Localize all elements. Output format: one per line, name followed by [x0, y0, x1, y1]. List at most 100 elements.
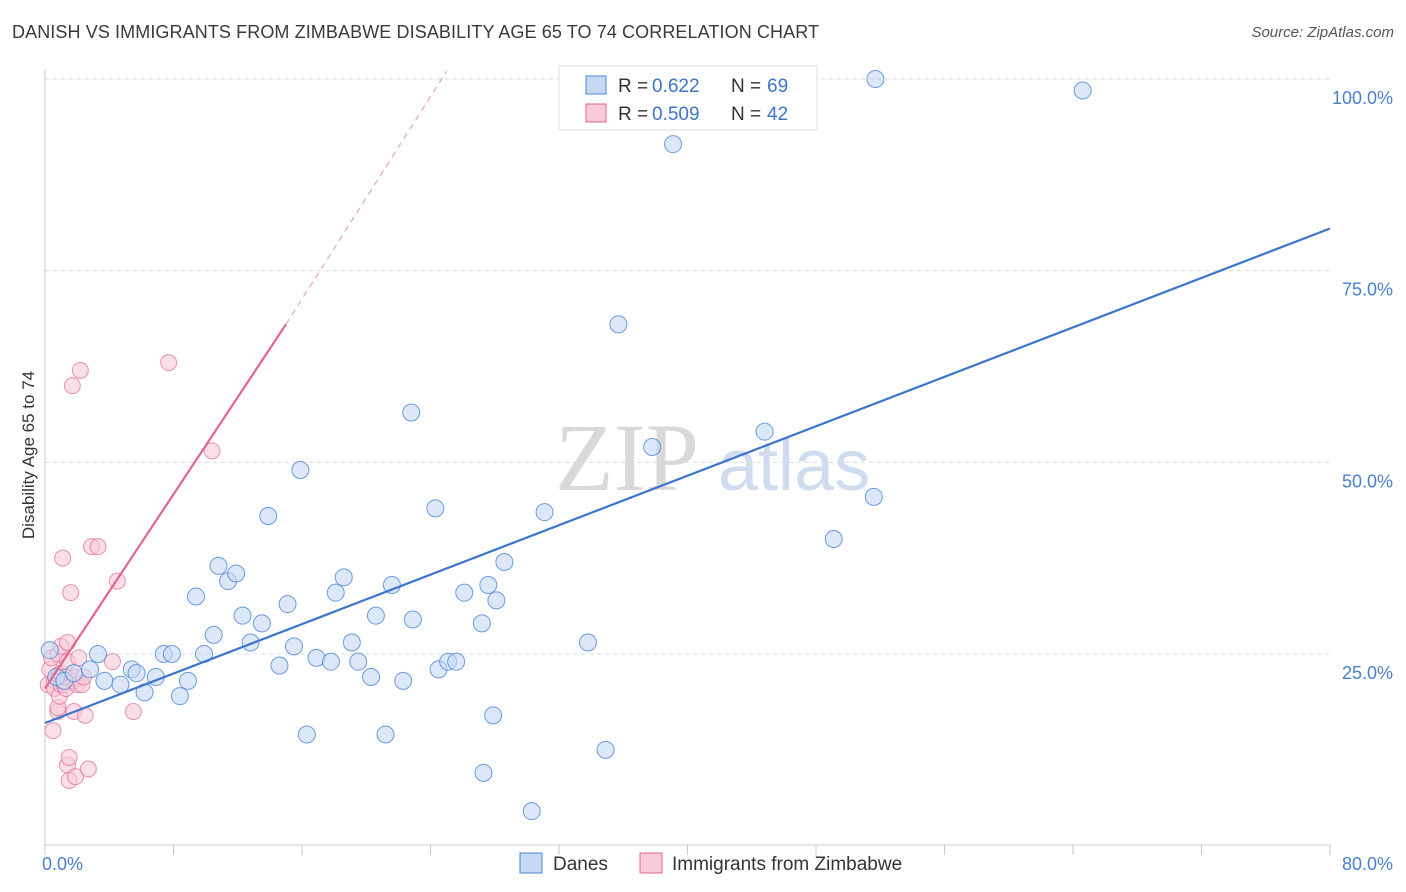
zimbabwe-trend-line	[44, 323, 287, 690]
source-label: Source: ZipAtlas.com	[1251, 24, 1394, 41]
zimbabwe-point-14	[54, 549, 72, 567]
danes-point-54	[495, 553, 514, 571]
danes-point-65	[866, 70, 885, 88]
danes-point-25	[259, 507, 278, 525]
zimbabwe-point-28	[67, 768, 85, 786]
y-tick-label-0: 25.0%	[1342, 663, 1393, 683]
zimbabwe-n-value: 42	[767, 104, 788, 125]
danes-point-36	[349, 652, 368, 671]
zimbabwe-point-23	[62, 584, 80, 602]
danes-point-61	[664, 135, 683, 154]
x-tick-label-0: 0.0%	[42, 854, 83, 874]
danes-point-40	[382, 576, 401, 594]
danes-point-66	[1073, 81, 1092, 100]
watermark-zip: ZIP	[555, 404, 699, 511]
danes-point-48	[455, 583, 474, 602]
danes-point-13	[162, 645, 181, 663]
danes-point-22	[233, 606, 252, 625]
zimbabwe-point-41	[160, 354, 178, 372]
danes-point-43	[403, 610, 422, 629]
danes-point-23	[241, 633, 260, 652]
danes-point-51	[479, 576, 498, 594]
y-axis-label: Disability Age 65 to 74	[19, 371, 38, 539]
danes-point-56	[535, 503, 554, 522]
tick-labels: 25.0% 50.0% 75.0% 100.0% 0.0% 80.0%	[42, 88, 1393, 874]
zimbabwe-point-18	[58, 634, 76, 651]
zimbabwe-n-label: N =	[731, 104, 761, 125]
danes-point-30	[297, 725, 316, 744]
axes	[44, 70, 1331, 855]
danes-point-29	[291, 461, 310, 479]
watermark-atlas: atlas	[718, 426, 870, 506]
danes-point-55	[522, 802, 541, 821]
danes-point-33	[326, 583, 345, 602]
zimbabwe-point-21	[60, 749, 78, 766]
danes-point-0	[40, 641, 59, 660]
zimbabwe-point-3	[44, 722, 62, 740]
danes-point-58	[596, 740, 615, 759]
zimbabwe-r-value: 0.509	[652, 104, 700, 125]
danes-point-57	[578, 633, 597, 652]
zimbabwe-points	[39, 354, 221, 789]
danes-point-42	[402, 403, 421, 422]
danes-point-52	[484, 706, 503, 725]
danes-trend-line	[44, 227, 1331, 725]
danes-point-27	[278, 595, 297, 614]
danes-legend-swatch	[585, 75, 607, 95]
danes-n-value: 69	[767, 76, 788, 97]
danes-point-50	[474, 763, 493, 782]
danes-point-18	[204, 625, 223, 644]
x-tick-label-1: 80.0%	[1342, 854, 1393, 874]
danes-point-35	[342, 633, 361, 652]
danes-points	[40, 70, 1092, 821]
danes-point-59	[609, 315, 628, 334]
danes-point-41	[394, 671, 413, 690]
danes-point-9	[127, 664, 146, 683]
y-tick-label-3: 100.0%	[1332, 88, 1393, 108]
stats-legend: R = 0.622 N = 69 R = 0.509 N = 42	[558, 65, 818, 131]
danes-point-34	[334, 568, 353, 587]
danes-r-label: R =	[618, 76, 648, 97]
zimbabwe-trend-extension	[285, 71, 448, 325]
danes-point-44	[426, 499, 445, 518]
danes-point-6	[95, 671, 114, 690]
zimbabwe-point-42	[203, 442, 221, 460]
zimbabwe-r-label: R =	[618, 104, 648, 125]
zimbabwe-point-24	[63, 377, 81, 395]
y-tick-label-1: 50.0%	[1342, 471, 1393, 491]
danes-point-37	[362, 668, 381, 686]
danes-point-4	[80, 660, 99, 679]
danes-r-value: 0.622	[652, 76, 700, 97]
chart-title: DANISH VS IMMIGRANTS FROM ZIMBABWE DISAB…	[12, 22, 820, 42]
danes-point-47	[447, 652, 466, 671]
danes-point-63	[824, 530, 843, 548]
danes-point-60	[643, 438, 662, 456]
danes-point-38	[366, 606, 385, 625]
danes-point-53	[487, 591, 506, 610]
zimbabwe-point-38	[103, 653, 121, 671]
danes-series-swatch	[519, 852, 543, 874]
danes-n-label: N =	[731, 76, 761, 97]
danes-point-28	[284, 637, 303, 656]
danes-point-62	[755, 422, 774, 441]
danes-point-15	[178, 671, 197, 690]
danes-series-label: Danes	[553, 854, 608, 875]
zimbabwe-point-37	[89, 538, 107, 556]
zimbabwe-point-31	[71, 361, 89, 379]
danes-point-39	[376, 725, 395, 744]
danes-point-3	[64, 664, 83, 683]
zimbabwe-point-40	[124, 703, 142, 720]
danes-point-19	[209, 556, 228, 575]
danes-point-5	[89, 645, 108, 663]
zimbabwe-point-35	[79, 760, 97, 778]
zimbabwe-series-label: Immigrants from Zimbabwe	[672, 854, 902, 875]
danes-point-24	[252, 614, 271, 633]
trend-lines	[44, 71, 1331, 725]
series-legend: Danes Immigrants from Zimbabwe	[519, 852, 902, 875]
zimbabwe-series-swatch	[639, 852, 663, 874]
danes-point-26	[270, 656, 289, 675]
y-tick-label-2: 75.0%	[1342, 280, 1393, 300]
zimbabwe-legend-swatch	[585, 103, 607, 123]
danes-point-14	[170, 687, 189, 706]
